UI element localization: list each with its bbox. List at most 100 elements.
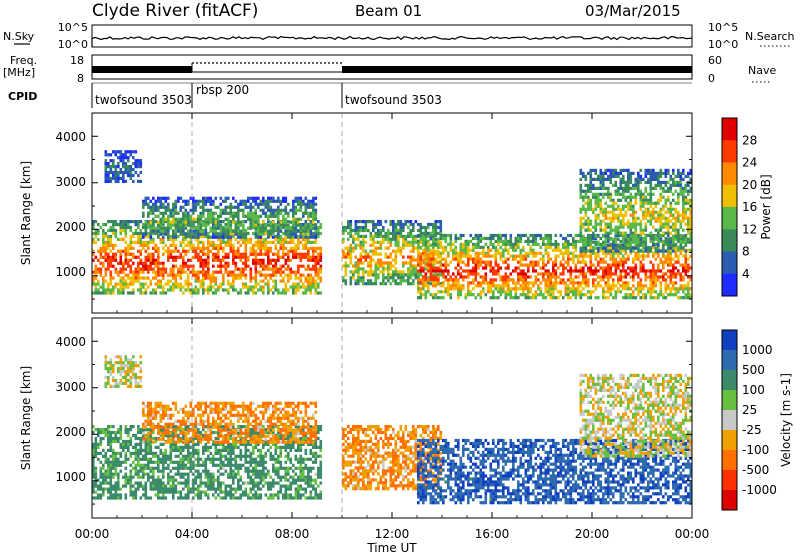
heatmap-cell — [147, 252, 150, 256]
heatmap-cell — [162, 246, 165, 250]
heatmap-cell — [619, 275, 623, 279]
heatmap-cell — [369, 249, 373, 253]
heatmap-cell — [624, 281, 628, 285]
heatmap-cell — [497, 296, 500, 300]
heatmap-cell — [177, 270, 180, 274]
heatmap-cell — [432, 257, 435, 261]
heatmap-cell — [689, 248, 693, 252]
heatmap-cell — [294, 273, 298, 277]
heatmap-cell — [422, 281, 425, 285]
heatmap-cell — [639, 243, 643, 247]
heatmap-cell — [272, 235, 275, 239]
heatmap-cell — [387, 246, 390, 250]
heatmap-cell — [209, 279, 213, 283]
heatmap-cell — [384, 282, 388, 286]
heatmap-cell — [607, 222, 610, 226]
heatmap-cell — [587, 278, 590, 282]
heatmap-cell — [407, 255, 410, 259]
heatmap-cell — [629, 222, 633, 226]
heatmap-cell — [584, 293, 588, 297]
heatmap-cell — [639, 168, 643, 172]
heatmap-cell — [684, 195, 688, 199]
heatmap-cell — [414, 276, 418, 280]
heatmap-cell — [267, 199, 270, 203]
heatmap-cell — [539, 287, 543, 291]
heatmap-cell — [509, 242, 513, 246]
heatmap-cell — [142, 211, 145, 215]
heatmap-cell — [652, 296, 655, 300]
heatmap-cell — [487, 290, 490, 294]
heatmap-cell — [409, 228, 413, 233]
heatmap-cell — [219, 258, 223, 262]
heatmap-cell — [422, 248, 425, 252]
heatmap-cell — [402, 228, 405, 233]
heatmap-cell — [634, 216, 638, 220]
heatmap-cell — [109, 243, 113, 247]
heatmap-cell — [169, 267, 173, 271]
heatmap-cell — [579, 234, 583, 238]
heatmap-cell — [647, 219, 650, 223]
heatmap-cell — [402, 273, 405, 277]
heatmap-cell — [629, 234, 633, 238]
heatmap-cell — [604, 275, 608, 279]
heatmap-cell — [127, 276, 130, 280]
heatmap-cell — [417, 263, 420, 267]
heatmap-cell — [579, 177, 583, 181]
heatmap-cell — [642, 254, 645, 258]
heatmap-cell — [579, 246, 583, 250]
heatmap-cell — [569, 290, 573, 294]
heatmap-cell — [309, 214, 313, 218]
heatmap-cell — [399, 279, 403, 283]
heatmap-cell — [192, 217, 195, 221]
heatmap-cell — [589, 228, 593, 232]
heatmap-cell — [654, 290, 658, 294]
heatmap-cell — [622, 216, 625, 220]
heatmap-cell — [309, 285, 313, 289]
noise-right-label: N.Search — [745, 30, 795, 43]
heatmap-cell — [264, 267, 268, 271]
heatmap-cell — [212, 276, 215, 280]
heatmap-cell — [292, 199, 295, 203]
heatmap-cell — [114, 234, 118, 239]
heatmap-cell — [437, 242, 440, 246]
heatmap-cell — [292, 229, 295, 233]
heatmap-cell — [614, 260, 618, 264]
heatmap-cell — [489, 242, 493, 246]
heatmap-cell — [159, 240, 163, 244]
heatmap-cell — [662, 251, 665, 255]
heatmap-cell — [439, 269, 443, 273]
heatmap-cell — [682, 228, 685, 232]
heatmap-cell — [342, 225, 345, 230]
heatmap-cell — [377, 231, 380, 235]
heatmap-cell — [144, 234, 148, 239]
heatmap-cell — [549, 272, 553, 276]
heatmap-cell — [222, 288, 225, 292]
heatmap-cell — [224, 264, 228, 268]
heatmap-cell — [174, 258, 178, 262]
heatmap-cell — [374, 222, 378, 227]
heatmap-cell — [627, 222, 630, 226]
heatmap-cell — [582, 260, 585, 264]
heatmap-cell — [247, 231, 250, 236]
heatmap-cell — [129, 264, 133, 268]
heatmap-cell — [639, 237, 643, 241]
heatmap-cell — [229, 243, 233, 247]
heatmap-cell — [114, 223, 118, 227]
heatmap-cell — [639, 192, 643, 196]
heatmap-cell — [647, 210, 650, 214]
heatmap-cell — [102, 276, 105, 280]
heatmap-cell — [532, 236, 535, 241]
heatmap-cell — [619, 219, 623, 223]
heatmap-cell — [297, 255, 300, 259]
heatmap-cell — [342, 276, 345, 280]
heatmap-cell — [217, 243, 220, 247]
heatmap-cell — [614, 201, 618, 205]
heatmap-cell — [397, 231, 400, 235]
heatmap-cell — [454, 245, 458, 249]
heatmap-cell — [207, 264, 210, 268]
heatmap-cell — [107, 220, 110, 224]
heatmap-cell — [627, 168, 630, 172]
heatmap-cell — [232, 220, 235, 224]
heatmap-cell — [687, 174, 690, 178]
heatmap-cell — [427, 278, 430, 282]
